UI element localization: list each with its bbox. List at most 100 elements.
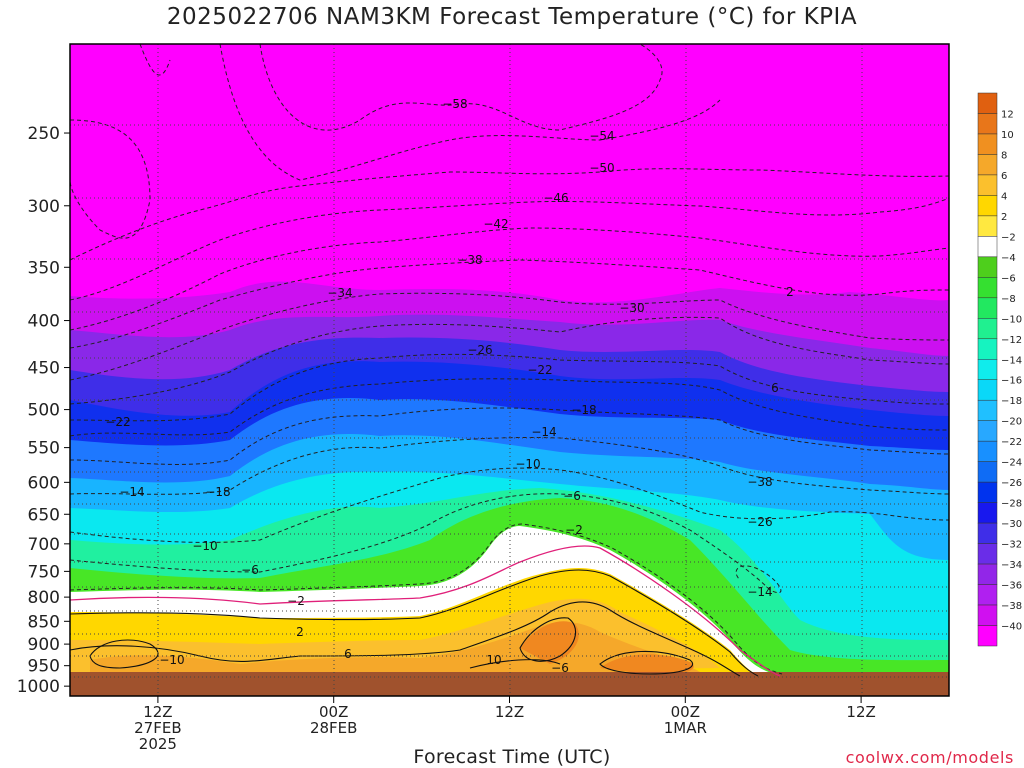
colorbar-label: −36	[1001, 581, 1022, 592]
contour-label: 6	[771, 381, 779, 395]
x-tick-label: 12Z 27FEB 2025	[113, 704, 203, 752]
contour-label: −26	[747, 515, 772, 529]
y-tick-label: 750	[28, 562, 60, 582]
colorbar-swatch	[977, 297, 998, 319]
contour-minus-22	[70, 378, 949, 437]
contour-label: −38	[747, 475, 772, 489]
y-tick-label: 700	[28, 535, 60, 555]
contour-minus-58	[139, 44, 663, 131]
contour-minus-42	[70, 227, 949, 331]
x-tick-label: 12Z	[465, 704, 555, 752]
colorbar-swatch	[977, 522, 998, 544]
contour-label: 2	[786, 285, 794, 299]
y-tick-label: 400	[28, 312, 60, 332]
colorbar-swatch	[977, 625, 998, 647]
x-tick-label: 00Z 28FEB	[289, 704, 379, 752]
contour-label: 2	[296, 625, 304, 639]
credit-text[interactable]: coolwx.com/models	[845, 748, 1014, 767]
contour-label: −34	[327, 286, 352, 300]
contour-label: 6	[344, 647, 352, 661]
colorbar-swatch	[977, 113, 998, 135]
contour-minus-14	[70, 437, 949, 495]
x-tick-label-line: 12Z	[494, 703, 525, 721]
colorbar-swatch	[977, 379, 998, 401]
contour-plus-8	[89, 639, 159, 669]
x-tick-label-line: 2025	[138, 735, 177, 753]
colorbar-label: −18	[1001, 396, 1022, 407]
contour-label: 10	[486, 653, 501, 667]
y-tick-label: 900	[28, 635, 60, 655]
contour-label: −38	[457, 253, 482, 267]
contour-label: −42	[483, 217, 508, 231]
x-tick-label-line: 1MAR	[663, 719, 707, 737]
contour-minus-46	[70, 197, 949, 301]
colorbar-label: 12	[1001, 109, 1014, 120]
y-tick-label: 450	[28, 359, 60, 379]
contour-label: −26	[467, 343, 492, 357]
colorbar-label: −10	[1001, 314, 1022, 325]
x-tick-label-line: 00Z	[319, 703, 349, 721]
contour-label: −10	[192, 539, 217, 553]
y-tick-label: 350	[28, 258, 60, 278]
x-axis-ticks	[157, 696, 862, 703]
colorbar-swatch	[977, 338, 998, 360]
colorbar-label: −22	[1001, 437, 1022, 448]
colorbar-swatch	[977, 399, 998, 421]
x-tick-label-line	[816, 720, 906, 736]
y-tick-label: 800	[28, 588, 60, 608]
x-tick-label: 00Z 1MAR	[640, 704, 730, 752]
colorbar-swatch	[977, 174, 998, 196]
y-tick-label: 550	[28, 439, 60, 459]
contour-label: −58	[442, 97, 467, 111]
contour-label: −6	[551, 661, 569, 675]
colorbar-swatch	[977, 502, 998, 524]
freezing-contour	[70, 545, 781, 677]
colorbar-label: −12	[1001, 335, 1022, 346]
y-tick-label: 650	[28, 505, 60, 525]
x-tick-label-line: 00Z	[670, 703, 700, 721]
y-tick-label: 600	[28, 473, 60, 493]
colorbar-label: −24	[1001, 458, 1022, 469]
x-tick-label: 12Z	[816, 704, 906, 752]
contour-label: −54	[589, 129, 614, 143]
x-tick-label-line: 12Z	[846, 703, 876, 721]
colorbar-swatch	[977, 133, 998, 155]
contour-label: −14	[119, 485, 144, 499]
colorbar-swatch	[977, 461, 998, 483]
contour-label: −14	[747, 585, 772, 599]
contour-label: −6	[563, 489, 581, 503]
colorbar-label: −34	[1001, 560, 1022, 571]
contour-label: −2	[565, 523, 583, 537]
colorbar-swatch	[977, 215, 998, 237]
colorbar-label: −40	[1001, 622, 1022, 633]
contour-label: −18	[571, 403, 596, 417]
y-tick-label: 950	[28, 657, 60, 677]
colorbar-label: −26	[1001, 478, 1022, 489]
colorbar-label: −2	[1001, 232, 1016, 243]
colorbar-label: 4	[1001, 191, 1007, 202]
contour-plus-6	[70, 601, 741, 677]
colorbar-swatch	[977, 563, 998, 585]
colorbar-label: −20	[1001, 417, 1022, 428]
colorbar-swatch	[977, 92, 998, 114]
x-tick-label-line	[465, 720, 555, 736]
colorbar-swatch	[977, 154, 998, 176]
contour-minus-10	[70, 467, 949, 543]
colorbar-swatch	[977, 543, 998, 565]
x-tick-label-line: 12Z	[143, 703, 173, 721]
colorbar-swatch	[977, 277, 998, 299]
contour-label: −6	[241, 563, 259, 577]
contour-label: −30	[619, 301, 644, 315]
y-tick-label: 1000	[17, 677, 60, 697]
contour-label: −10	[159, 653, 184, 667]
contour-minus-2	[70, 523, 783, 675]
colorbar-swatch	[977, 236, 998, 258]
colorbar-swatch	[977, 584, 998, 606]
x-axis-label: Forecast Time (UTC)	[413, 746, 611, 768]
colorbar-label: −30	[1001, 519, 1022, 530]
colorbar-label: 6	[1001, 171, 1007, 182]
y-tick-label: 500	[28, 401, 60, 421]
colorbar-swatch	[977, 604, 998, 626]
